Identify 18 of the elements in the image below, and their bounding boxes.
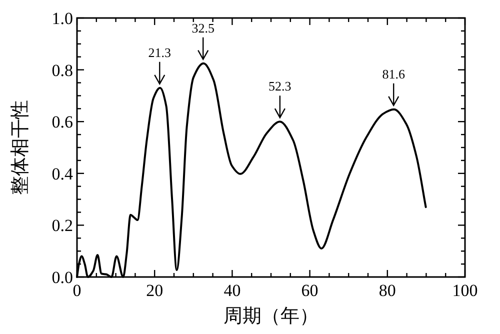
y-tick-label: 0.2 [52, 216, 73, 236]
y-tick-label: 0.4 [52, 164, 74, 184]
x-tick-label: 60 [301, 281, 318, 300]
y-tick-label: 1.0 [52, 9, 73, 28]
annotation: 32.5 [192, 20, 214, 36]
y-tick-label: 0.6 [52, 112, 73, 132]
annotation: 21.3 [148, 44, 172, 60]
x-tick-label: 0 [72, 281, 82, 300]
x-tick-label: 20 [146, 281, 164, 300]
x-tick-label: 80 [378, 281, 396, 300]
y-axis-title: 整体相干性 [10, 100, 31, 195]
x-tick-label: 100 [452, 281, 478, 300]
annotation: 52.3 [268, 78, 292, 94]
annotation: 81.6 [382, 66, 406, 82]
x-axis-title: 周期（年） [224, 306, 318, 327]
x-tick-label: 40 [224, 281, 241, 300]
y-tick-label: 0.0 [52, 268, 73, 287]
y-tick-label: 0.8 [52, 60, 73, 80]
